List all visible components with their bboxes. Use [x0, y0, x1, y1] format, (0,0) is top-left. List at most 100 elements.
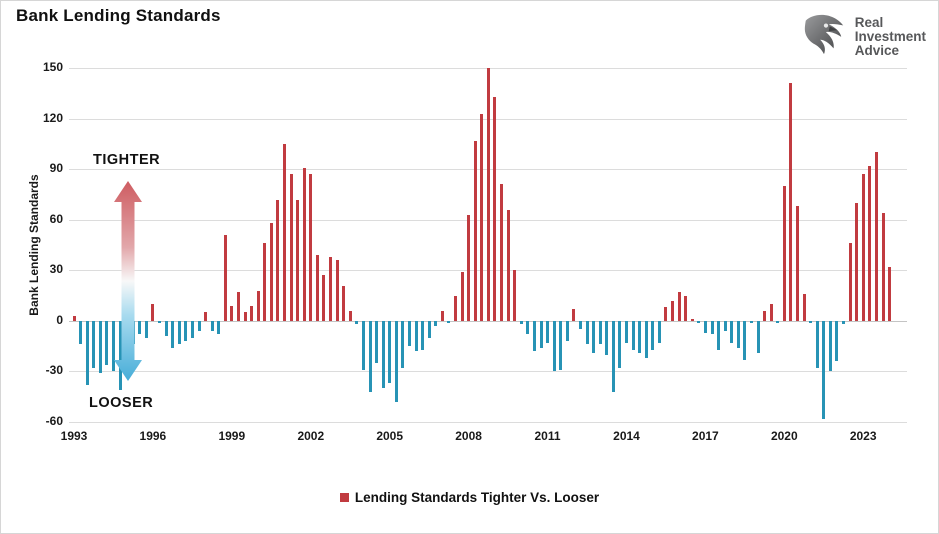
- x-tick-label-1996: 1996: [139, 429, 167, 443]
- bar-2015Q3: [664, 307, 668, 321]
- bar-1997Q2: [184, 320, 188, 342]
- y-tick-label-0: 0: [56, 312, 63, 327]
- y-tick-label--60: -60: [45, 414, 63, 428]
- ria-logo: Real Investment Advice: [801, 11, 926, 62]
- bar-2020Q3: [796, 206, 799, 321]
- bar-1993Q1: [72, 315, 76, 321]
- bar-2013Q1: [598, 320, 602, 345]
- bar-2017Q1: [703, 320, 707, 333]
- bar-1996Q1: [151, 304, 155, 321]
- bar-2005Q4: [407, 320, 411, 347]
- legend-label: Lending Standards Tighter Vs. Looser: [354, 490, 600, 505]
- bar-2010Q1: [519, 320, 523, 325]
- bar-2009Q3: [506, 209, 510, 321]
- legend-marker-icon: [339, 493, 349, 502]
- x-tick-label-2014: 2014: [613, 429, 640, 443]
- bar-2009Q2: [500, 184, 503, 321]
- bar-2015Q1: [651, 320, 655, 350]
- bar-2023Q1: [861, 174, 865, 321]
- bar-2007Q3: [454, 295, 457, 321]
- x-tick-label-2020: 2020: [770, 429, 798, 443]
- bar-1998Q1: [204, 312, 207, 321]
- bar-2013Q4: [618, 320, 622, 369]
- bar-2010Q3: [532, 320, 536, 352]
- bar-2001Q4: [302, 167, 306, 321]
- x-tick-label-1999: 1999: [218, 429, 246, 443]
- bar-2017Q2: [710, 320, 714, 335]
- bar-2016Q4: [697, 320, 701, 323]
- bar-1997Q1: [177, 320, 181, 345]
- bar-2002Q1: [309, 174, 313, 321]
- bar-2011Q1: [546, 320, 549, 343]
- bar-1999Q2: [236, 292, 240, 321]
- bar-2006Q3: [427, 320, 431, 338]
- bar-2011Q3: [559, 320, 563, 370]
- bar-2011Q2: [552, 320, 556, 372]
- x-tick-label-1993: 1993: [60, 429, 88, 443]
- bar-2016Q1: [677, 292, 681, 321]
- bar-2022Q3: [848, 243, 852, 321]
- bar-1995Q3: [138, 320, 142, 335]
- bar-2014Q3: [638, 320, 642, 353]
- bar-2020Q1: [782, 186, 786, 321]
- bar-2002Q4: [329, 256, 332, 321]
- bar-2014Q4: [644, 320, 648, 358]
- bar-1999Q4: [250, 305, 254, 321]
- logo-wordmark: Real Investment Advice: [854, 14, 926, 58]
- bar-2012Q2: [578, 320, 582, 330]
- x-tick-label-2002: 2002: [297, 429, 325, 443]
- bar-1996Q2: [158, 320, 161, 323]
- y-tick-label--30: -30: [45, 363, 63, 378]
- bar-2006Q4: [434, 320, 438, 326]
- bar-2010Q2: [526, 320, 530, 335]
- bar-2019Q4: [776, 320, 780, 323]
- bar-2018Q1: [730, 320, 734, 343]
- bar-2013Q3: [611, 320, 615, 392]
- bar-2022Q2: [842, 320, 845, 325]
- bar-1999Q3: [243, 312, 247, 321]
- bar-2006Q1: [414, 320, 418, 352]
- bar-2004Q4: [381, 320, 385, 389]
- bar-2001Q3: [296, 199, 300, 321]
- bar-2016Q3: [690, 319, 694, 321]
- bar-2019Q3: [769, 304, 773, 321]
- bar-2008Q4: [486, 68, 490, 321]
- eagle-icon: [801, 11, 847, 62]
- bar-2001Q1: [283, 143, 286, 321]
- bar-2021Q3: [822, 320, 826, 419]
- bar-1994Q4: [118, 320, 122, 390]
- gridline-0: [69, 320, 907, 322]
- bar-2014Q2: [631, 320, 635, 350]
- bar-2012Q4: [592, 320, 596, 353]
- bar-1997Q4: [197, 320, 201, 331]
- legend: Lending Standards Tighter Vs. Looser: [1, 490, 938, 505]
- y-tick-label-60: 60: [49, 211, 63, 226]
- bar-2023Q4: [881, 213, 885, 321]
- bar-2005Q1: [388, 320, 392, 384]
- bar-2019Q2: [763, 310, 767, 321]
- y-tick-label-150: 150: [42, 60, 63, 74]
- bar-2006Q2: [421, 320, 425, 350]
- bar-2015Q4: [671, 300, 674, 321]
- bar-2023Q2: [868, 165, 872, 321]
- x-tick-label-2023: 2023: [849, 429, 877, 443]
- bar-2004Q3: [375, 320, 378, 363]
- x-tick-label-2011: 2011: [534, 429, 561, 443]
- bar-2016Q2: [684, 295, 688, 321]
- x-tick-label-2008: 2008: [455, 429, 482, 443]
- tighter-looser-gradient-arrow-icon: [113, 180, 143, 387]
- bar-2009Q1: [493, 96, 497, 321]
- bar-2021Q2: [815, 320, 819, 369]
- bar-2024Q1: [888, 266, 891, 321]
- bar-1994Q1: [98, 320, 102, 374]
- bar-2012Q3: [585, 320, 589, 345]
- y-tick-label-30: 30: [49, 262, 63, 277]
- bar-2009Q4: [513, 270, 517, 321]
- bar-2018Q3: [743, 320, 747, 360]
- bar-2004Q2: [368, 320, 372, 392]
- bar-2000Q2: [263, 243, 267, 321]
- bar-2002Q3: [322, 275, 326, 321]
- bar-2021Q1: [809, 320, 813, 323]
- bar-1998Q2: [210, 320, 214, 331]
